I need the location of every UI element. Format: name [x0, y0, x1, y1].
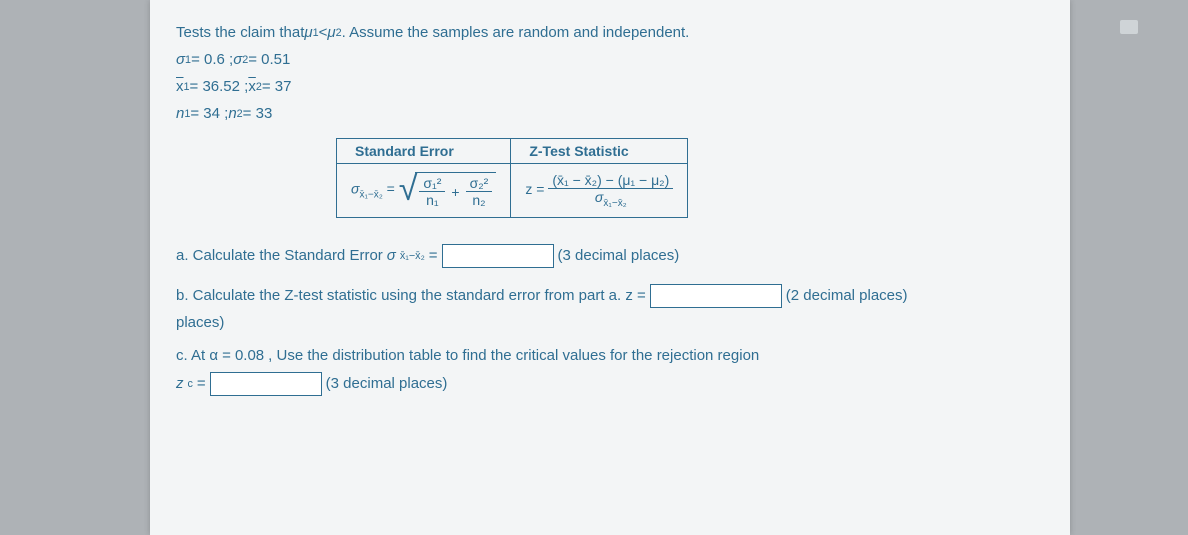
- xbar-line: x 1 = 36.52 ; x 2 = 37: [176, 78, 1044, 95]
- sigma1-val: = 0.6 ;: [191, 51, 233, 68]
- th-se: Standard Error: [337, 139, 511, 164]
- n2: n: [228, 105, 236, 122]
- mu2: μ: [327, 24, 335, 41]
- intro-line: Tests the claim that μ 1 < μ 2 . Assume …: [176, 24, 1044, 41]
- xbar2: x: [248, 78, 256, 95]
- sigma-line: σ 1 = 0.6 ; σ 2 = 0.51: [176, 51, 1044, 68]
- part-b: b. Calculate the Z-test statistic using …: [176, 284, 1044, 308]
- xbar1: x: [176, 78, 184, 95]
- c-alpha: 0.08: [235, 347, 264, 364]
- intro-prefix: Tests the claim that: [176, 24, 304, 41]
- f1-num: σ₁²: [419, 175, 445, 192]
- se-sub: x̄₁−x̄₂: [359, 190, 382, 201]
- xbar2-val: = 37: [262, 78, 292, 95]
- f2-den: n₂: [466, 192, 493, 208]
- plus: +: [451, 184, 459, 200]
- c-hint: (3 decimal places): [326, 375, 448, 392]
- c-sub: c: [188, 378, 193, 390]
- a-pre: a. Calculate the Standard Error: [176, 247, 383, 264]
- n2-val: = 33: [243, 105, 273, 122]
- part-b-cont: places): [176, 314, 1044, 331]
- c-z: z: [176, 375, 184, 392]
- a-sigma: σ: [387, 247, 396, 264]
- xbar1-val: = 36.52 ;: [190, 78, 249, 95]
- z-den-sub: x̄₁−x̄₂: [603, 198, 626, 209]
- b-hint: (2 decimal places): [786, 287, 908, 304]
- a-hint: (3 decimal places): [558, 247, 680, 264]
- a-eq: =: [429, 247, 438, 264]
- part-c: c. At α = 0.08 , Use the distribution ta…: [176, 347, 1044, 364]
- c-post: , Use the distribution table to find the…: [268, 347, 759, 364]
- b-places: places): [176, 314, 224, 331]
- n-line: n 1 = 34 ; n 2 = 33: [176, 105, 1044, 122]
- input-a[interactable]: [442, 244, 554, 268]
- problem-sheet: Tests the claim that μ 1 < μ 2 . Assume …: [150, 0, 1070, 535]
- speaker-icon[interactable]: [1120, 20, 1138, 34]
- c-eq: =: [197, 375, 206, 392]
- th-z: Z-Test Statistic: [511, 139, 687, 164]
- intro-suffix: . Assume the samples are random and inde…: [342, 24, 690, 41]
- sigma2-val: = 0.51: [248, 51, 290, 68]
- sigma2: σ: [233, 51, 242, 68]
- n1-val: = 34 ;: [190, 105, 228, 122]
- a-sub: x̄₁−x̄₂: [400, 250, 425, 262]
- part-a: a. Calculate the Standard Error σ x̄₁−x̄₂…: [176, 244, 1044, 268]
- z-num: (x̄₁ − x̄₂) − (μ₁ − μ₂): [548, 172, 673, 189]
- sigma1: σ: [176, 51, 185, 68]
- se-eq: =: [383, 181, 399, 197]
- z-lhs: z =: [525, 181, 548, 197]
- mu1: μ: [304, 24, 312, 41]
- cell-se: σx̄₁−x̄₂ = √ σ₁²n₁ + σ₂²n₂: [337, 164, 511, 217]
- n1: n: [176, 105, 184, 122]
- input-c[interactable]: [210, 372, 322, 396]
- c-pre: c. At α =: [176, 347, 231, 364]
- b-text: b. Calculate the Z-test statistic using …: [176, 287, 646, 304]
- part-c-input: zc = (3 decimal places): [176, 372, 1044, 396]
- f1-den: n₁: [419, 192, 445, 208]
- cell-z: z = (x̄₁ − x̄₂) − (μ₁ − μ₂) σx̄₁−x̄₂: [511, 164, 687, 217]
- formula-table: Standard Error Z-Test Statistic σx̄₁−x̄₂…: [336, 138, 688, 218]
- sqrt-icon: √ σ₁²n₁ + σ₂²n₂: [399, 172, 497, 208]
- input-b[interactable]: [650, 284, 782, 308]
- f2-num: σ₂²: [466, 175, 493, 192]
